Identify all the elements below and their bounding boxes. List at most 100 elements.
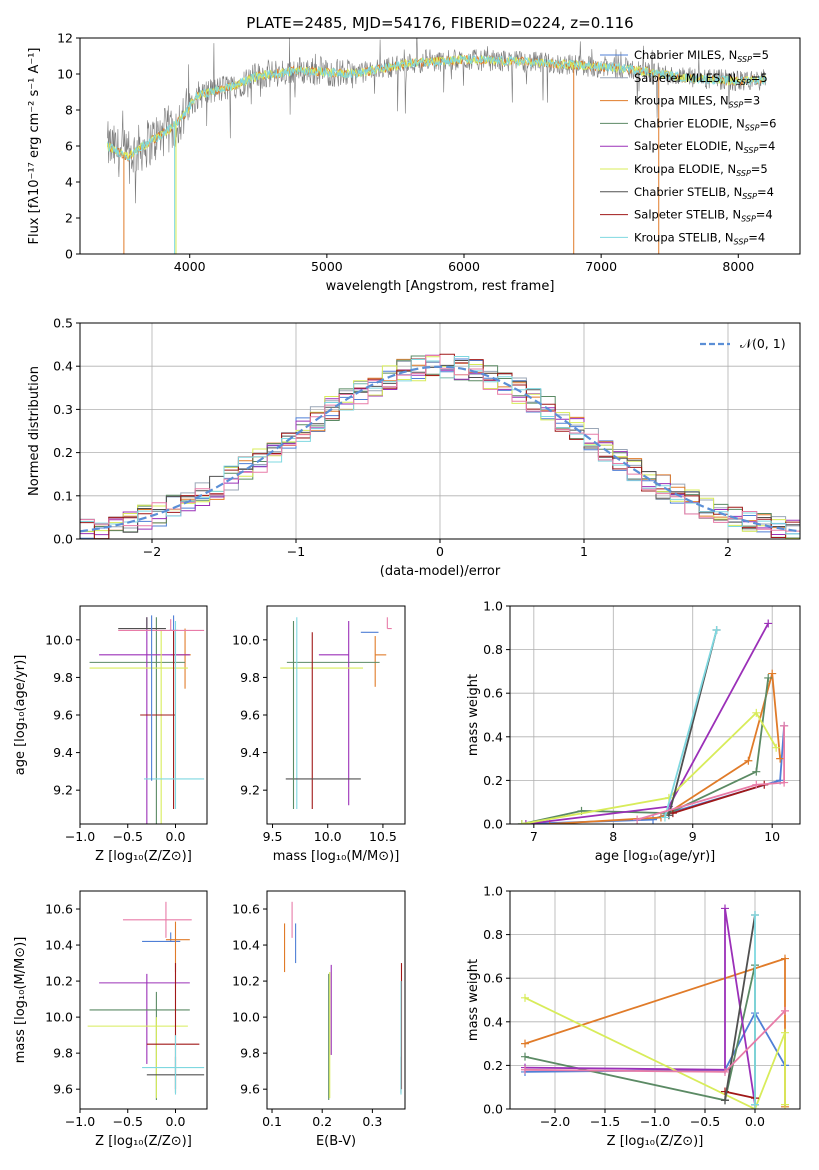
panel-spectrum: Chabrier MILES, NSSP=5 Salpeter MILES, NS… [27, 31, 801, 294]
x-axis-label: Z [log₁₀(Z/Z⊙)] [607, 1134, 704, 1149]
x-axis-label: (data-model)/error [380, 564, 501, 579]
y-tick-label: 0.4 [483, 729, 503, 744]
x-tick-label: 0.0 [166, 1114, 186, 1129]
series-marker [521, 993, 529, 1002]
y-tick-label: 9.6 [53, 708, 73, 723]
x-tick-label: −1.0 [65, 1114, 95, 1129]
series-marker [764, 673, 773, 682]
y-tick-label: 0.1 [53, 488, 73, 503]
x-tick-label: 8 [609, 829, 617, 844]
hist-pink [80, 355, 800, 532]
series-line [524, 996, 786, 1109]
x-tick-label: 2 [724, 544, 732, 559]
y-tick-label: 10.4 [45, 938, 73, 953]
y-tick-label: 9.8 [53, 1046, 73, 1061]
series-marker [752, 767, 761, 776]
legend-label: Chabrier MILES, NSSP=5 [634, 48, 769, 64]
x-tick-label: 9.5 [263, 829, 283, 844]
series-marker [521, 1052, 529, 1061]
x-tick-label: 8000 [722, 259, 754, 274]
legend: Chabrier MILES, NSSP=5 Salpeter MILES, NS… [600, 48, 776, 246]
x-tick-label: −0.5 [113, 829, 143, 844]
y-tick-label: 0.0 [53, 532, 73, 547]
y-tick-label: 9.8 [240, 1046, 260, 1061]
y-tick-label: 10.0 [45, 1010, 73, 1025]
y-tick-label: 10.6 [232, 902, 260, 917]
x-tick-label: 7 [530, 829, 538, 844]
y-tick-label: 1.0 [483, 884, 503, 899]
series-marker [752, 708, 761, 717]
series-line [521, 711, 777, 824]
hist-kroupa-stelib [80, 356, 800, 535]
series-line [724, 1090, 756, 1099]
y-tick-label: 0.2 [483, 773, 503, 788]
y-tick-label: 10.0 [45, 632, 73, 647]
series-marker [517, 820, 526, 824]
y-tick-label: 9.6 [240, 1082, 260, 1097]
plot-area [87, 901, 205, 1100]
panel-residuals: 𝒩(0, 1) −2 −1 0 1 2 0.0 0.1 0.2 0.3 0.4 0.5 (data-mo… [27, 316, 801, 579]
y-tick-label: 0 [65, 247, 73, 262]
y-axis-label: Normed distribution [27, 366, 42, 496]
plot-area [517, 619, 789, 824]
y-tick-label: 4 [65, 175, 73, 190]
series-line [636, 725, 785, 821]
series-line [524, 964, 756, 1105]
y-tick-label: 9.6 [240, 708, 260, 723]
series-marker [660, 813, 669, 822]
x-axis-label: wavelength [Angstrom, rest frame] [326, 279, 555, 294]
x-axis-label: Z [log₁₀(Z/Z⊙)] [95, 1134, 192, 1149]
normal-curve [80, 365, 800, 533]
x-tick-label: 6000 [448, 259, 480, 274]
x-tick-label: 0.0 [745, 1114, 765, 1129]
x-tick-label: 7000 [585, 259, 617, 274]
y-tick-label: 8 [65, 103, 73, 118]
axes-frame [509, 605, 801, 825]
x-tick-label: 4000 [174, 259, 206, 274]
x-tick-label: 0.3 [362, 1114, 382, 1129]
series-marker [772, 743, 781, 752]
x-axis-label: Z [log₁₀(Z/Z⊙)] [95, 849, 192, 864]
x-tick-label: −0.5 [113, 1114, 143, 1129]
x-tick-label: 0.2 [312, 1114, 332, 1129]
series-marker [521, 1065, 529, 1074]
x-axis-label: mass [log₁₀(M/M⊙)] [273, 849, 400, 864]
legend-label: 𝒩(0, 1) [740, 336, 786, 351]
y-tick-label: 2 [65, 211, 73, 226]
series-marker [649, 815, 658, 824]
series-line [549, 673, 781, 824]
y-tick-label: 0.8 [483, 927, 503, 942]
y-tick-label: 1.0 [483, 599, 503, 614]
y-tick-label: 9.6 [53, 1082, 73, 1097]
plot-area [521, 904, 789, 1109]
x-tick-label: −2 [143, 544, 161, 559]
legend-label: Chabrier ELODIE, NSSP=6 [634, 116, 776, 132]
y-tick-label: 0.2 [53, 445, 73, 460]
y-tick-label: 0.6 [483, 686, 503, 701]
legend-label: Salpeter ELODIE, NSSP=4 [634, 139, 775, 155]
series-line [672, 783, 765, 814]
plot-area [80, 353, 800, 539]
y-tick-label: 12 [57, 31, 73, 46]
axes-frame [79, 890, 208, 1110]
y-tick-label: 0.8 [483, 642, 503, 657]
y-tick-label: 10.6 [45, 902, 73, 917]
series-marker [744, 756, 753, 765]
x-axis-label: E(B-V) [316, 1134, 356, 1149]
plot-area [89, 615, 205, 824]
y-tick-label: 0.6 [483, 971, 503, 986]
x-tick-label: 10.0 [314, 829, 342, 844]
spectrum-data [107, 38, 766, 204]
series-marker [521, 820, 530, 824]
series-marker [721, 1087, 729, 1096]
x-tick-label: 1 [580, 544, 588, 559]
legend-label: Kroupa MILES, NSSP=3 [634, 94, 760, 110]
y-axis-label: mass [log₁₀(M/M⊙)] [13, 937, 28, 1064]
legend-label: Salpeter STELIB, NSSP=4 [634, 208, 773, 224]
series-marker [781, 1100, 789, 1109]
x-tick-label: −2.0 [540, 1114, 570, 1129]
y-tick-label: 10 [57, 67, 73, 82]
series-marker [780, 721, 789, 730]
x-tick-label: 9 [689, 829, 697, 844]
